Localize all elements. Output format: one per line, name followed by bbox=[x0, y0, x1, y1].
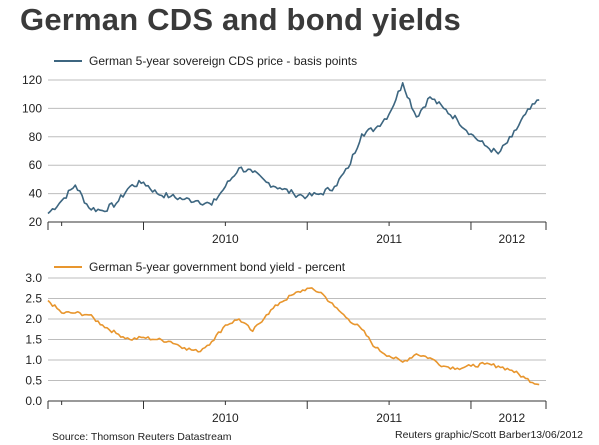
x-tick-label: 2010 bbox=[212, 411, 239, 425]
y-tick-label: 40 bbox=[29, 187, 43, 201]
cds-series-line bbox=[47, 82, 540, 215]
y-tick-label: 2.5 bbox=[25, 292, 42, 306]
chart-title: German CDS and bond yields bbox=[20, 2, 462, 37]
x-tick-label: 2010 bbox=[212, 232, 239, 246]
bond-legend-swatch bbox=[54, 266, 82, 268]
y-tick-label: 120 bbox=[22, 73, 42, 87]
x-tick-label: 2012 bbox=[499, 232, 526, 246]
y-tick-label: 80 bbox=[29, 130, 43, 144]
y-tick-label: 2.0 bbox=[25, 312, 42, 326]
x-tick-label: 2011 bbox=[376, 411, 402, 425]
y-tick-label: 0.5 bbox=[25, 374, 42, 388]
x-tick-label: 2012 bbox=[499, 411, 526, 425]
x-tick-label: 2011 bbox=[376, 232, 402, 246]
bond-legend: German 5-year government bond yield - pe… bbox=[54, 260, 345, 274]
credit-note: Reuters graphic/Scott Barber13/06/2012 bbox=[395, 429, 583, 441]
y-tick-label: 1.5 bbox=[25, 333, 42, 347]
bond-legend-label: German 5-year government bond yield - pe… bbox=[89, 260, 346, 274]
y-tick-label: 100 bbox=[22, 101, 42, 115]
y-tick-label: 1.0 bbox=[25, 353, 42, 367]
y-tick-label: 0.0 bbox=[25, 394, 42, 408]
y-tick-label: 60 bbox=[29, 158, 43, 172]
cds-legend-swatch bbox=[54, 60, 82, 62]
cds-legend-label: German 5-year sovereign CDS price - basi… bbox=[89, 54, 358, 68]
bond-series-line bbox=[47, 287, 540, 386]
cds-legend: German 5-year sovereign CDS price - basi… bbox=[54, 54, 357, 68]
y-tick-label: 20 bbox=[29, 215, 43, 229]
y-tick-label: 3.0 bbox=[25, 271, 42, 285]
source-note: Source: Thomson Reuters Datastream bbox=[52, 431, 232, 443]
